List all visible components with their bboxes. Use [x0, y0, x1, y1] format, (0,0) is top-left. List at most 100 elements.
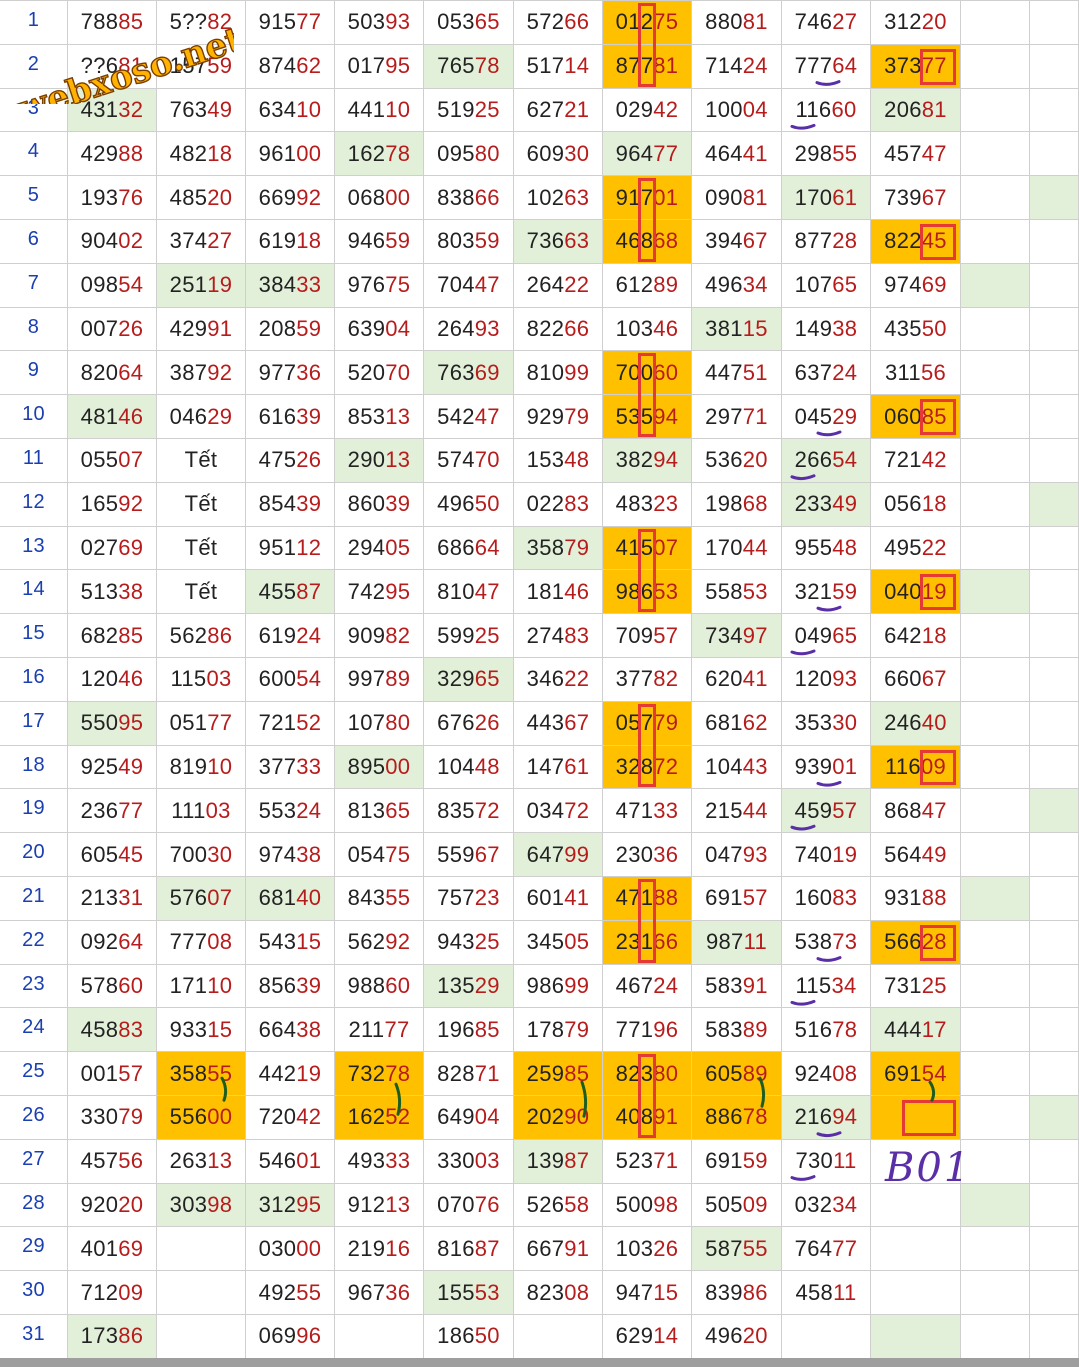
empty-cell[interactable]	[961, 1052, 1030, 1096]
result-cell[interactable]: 046 29	[157, 395, 246, 439]
result-cell[interactable]: 116 09	[871, 745, 961, 790]
result-cell[interactable]: 976 75	[335, 263, 424, 308]
result-cell[interactable]: 538 73	[782, 920, 871, 965]
result-cell[interactable]: 274 83	[514, 614, 603, 658]
empty-cell[interactable]	[1030, 920, 1079, 965]
result-cell[interactable]: 712 09	[68, 1271, 157, 1315]
empty-cell[interactable]	[961, 263, 1030, 308]
empty-cell[interactable]	[1030, 1096, 1079, 1140]
result-cell[interactable]	[871, 1183, 961, 1228]
result-cell[interactable]: 822 66	[514, 307, 603, 352]
result-cell[interactable]: 495 22	[871, 526, 961, 571]
result-cell[interactable]: 057 79	[603, 701, 692, 746]
result-cell[interactable]: 700 60	[603, 351, 692, 396]
result-cell[interactable]: 095 80	[424, 132, 514, 177]
empty-cell[interactable]	[961, 1227, 1030, 1272]
result-cell[interactable]: 415 07	[603, 526, 692, 571]
result-cell[interactable]: 173 86	[68, 1315, 157, 1359]
result-cell[interactable]: 503 93	[335, 1, 424, 45]
result-cell[interactable]: 165 92	[68, 482, 157, 527]
result-cell[interactable]: 605 89	[692, 1052, 782, 1096]
result-cell[interactable]: 730 11	[782, 1139, 871, 1184]
result-cell[interactable]: 471 33	[603, 789, 692, 834]
empty-cell[interactable]	[961, 88, 1030, 133]
empty-cell[interactable]	[1030, 614, 1079, 658]
result-cell[interactable]: 516 78	[782, 1008, 871, 1053]
empty-cell[interactable]	[1030, 570, 1079, 615]
result-cell[interactable]: 290 13	[335, 439, 424, 483]
empty-cell[interactable]	[961, 877, 1030, 921]
result-cell[interactable]: 854 39	[246, 482, 335, 527]
result-cell[interactable]: 771 96	[603, 1008, 692, 1053]
result-cell[interactable]: 517 14	[514, 44, 603, 89]
result-cell[interactable]: 298 55	[782, 132, 871, 177]
result-cell[interactable]: 382 94	[603, 439, 692, 483]
empty-cell[interactable]	[961, 745, 1030, 790]
result-cell[interactable]: 704 47	[424, 263, 514, 308]
result-cell[interactable]: 629 14	[603, 1315, 692, 1359]
result-cell[interactable]: 637 24	[782, 351, 871, 396]
empty-cell[interactable]	[961, 220, 1030, 264]
result-cell[interactable]: 536 20	[692, 439, 782, 483]
result-cell[interactable]: 208 59	[246, 307, 335, 352]
empty-cell[interactable]	[1030, 1315, 1079, 1359]
result-cell[interactable]: 328 72	[603, 745, 692, 790]
result-cell[interactable]: 803 59	[424, 220, 514, 264]
result-cell[interactable]: 468 68	[603, 220, 692, 264]
result-cell[interactable]: 115 34	[782, 964, 871, 1009]
result-cell[interactable]: 034 72	[514, 789, 603, 834]
result-cell[interactable]: 102 63	[514, 176, 603, 220]
result-cell[interactable]: 457 56	[68, 1139, 157, 1184]
result-cell[interactable]: 526 58	[514, 1183, 603, 1228]
result-cell[interactable]	[871, 1315, 961, 1359]
result-cell[interactable]	[157, 1315, 246, 1359]
result-cell[interactable]: 915 77	[246, 1, 335, 45]
result-cell[interactable]: 373 77	[871, 44, 961, 89]
result-cell[interactable]: 377 82	[603, 658, 692, 702]
result-cell[interactable]: 178 79	[514, 1008, 603, 1053]
result-cell[interactable]: 312 95	[246, 1183, 335, 1228]
result-cell[interactable]: 485 20	[157, 176, 246, 220]
result-cell[interactable]: 358 55	[157, 1052, 246, 1096]
result-cell[interactable]: 639 04	[335, 307, 424, 352]
empty-cell[interactable]	[961, 395, 1030, 439]
empty-cell[interactable]	[1030, 176, 1079, 220]
result-cell[interactable]: 739 67	[871, 176, 961, 220]
result-cell[interactable]: 139 87	[514, 1139, 603, 1184]
result-cell[interactable]: 193 76	[68, 176, 157, 220]
result-cell[interactable]: 475 26	[246, 439, 335, 483]
result-cell[interactable]: 458 11	[782, 1271, 871, 1315]
result-cell[interactable]: 303 98	[157, 1183, 246, 1228]
result-cell[interactable]	[871, 1139, 961, 1184]
empty-cell[interactable]	[961, 526, 1030, 571]
result-cell[interactable]: 311 56	[871, 351, 961, 396]
result-cell[interactable]: 401 69	[68, 1227, 157, 1272]
result-cell[interactable]: 877 81	[603, 44, 692, 89]
result-cell[interactable]: 030 00	[246, 1227, 335, 1272]
result-cell[interactable]: 098 54	[68, 263, 157, 308]
result-cell[interactable]: 616 39	[246, 395, 335, 439]
result-cell[interactable]: 620 41	[692, 658, 782, 702]
result-cell[interactable]: 153 48	[514, 439, 603, 483]
result-cell[interactable]: 236 77	[68, 789, 157, 834]
result-cell[interactable]: 587 55	[692, 1227, 782, 1272]
result-cell[interactable]: 381 15	[692, 307, 782, 352]
result-cell[interactable]: 231 66	[603, 920, 692, 965]
result-cell[interactable]: 997 89	[335, 658, 424, 702]
result-cell[interactable]: 988 60	[335, 964, 424, 1009]
result-cell[interactable]: 215 44	[692, 789, 782, 834]
result-cell[interactable]: 925 49	[68, 745, 157, 790]
empty-cell[interactable]	[961, 658, 1030, 702]
result-cell[interactable]: 266 54	[782, 439, 871, 483]
empty-cell[interactable]	[961, 439, 1030, 483]
result-cell[interactable]: 211 77	[335, 1008, 424, 1053]
result-cell[interactable]: 500 98	[603, 1183, 692, 1228]
result-cell[interactable]: 103 46	[603, 307, 692, 352]
result-cell[interactable]: 709 57	[603, 614, 692, 658]
result-cell[interactable]: 542 47	[424, 395, 514, 439]
result-cell[interactable]: 736 63	[514, 220, 603, 264]
result-cell[interactable]: 116 60	[782, 88, 871, 133]
empty-cell[interactable]	[1030, 1139, 1079, 1184]
result-cell[interactable]: 259 85	[514, 1052, 603, 1096]
result-cell[interactable]: 007 26	[68, 307, 157, 352]
